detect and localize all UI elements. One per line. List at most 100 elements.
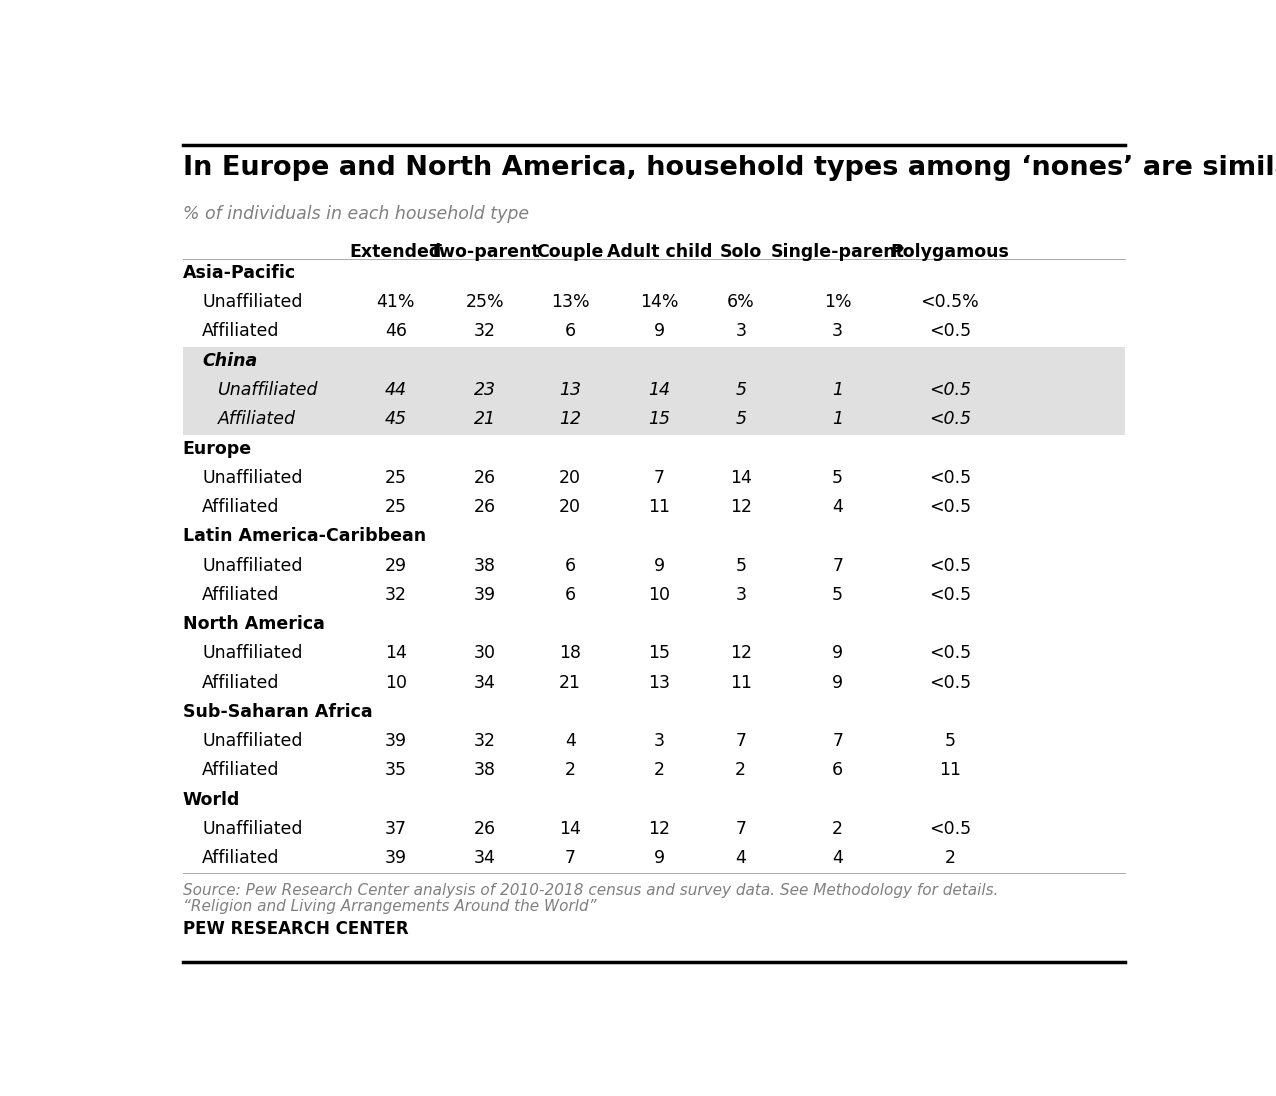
Text: 25%: 25% xyxy=(466,294,504,311)
Text: 29: 29 xyxy=(385,557,407,574)
Text: Unaffiliated: Unaffiliated xyxy=(202,732,302,750)
Text: <0.5: <0.5 xyxy=(929,586,971,604)
Text: Affiliated: Affiliated xyxy=(202,322,279,341)
Text: PEW RESEARCH CENTER: PEW RESEARCH CENTER xyxy=(182,921,408,938)
Text: 41%: 41% xyxy=(376,294,415,311)
Text: Unaffiliated: Unaffiliated xyxy=(202,820,302,838)
Text: 14: 14 xyxy=(648,381,670,399)
Text: 25: 25 xyxy=(385,469,407,487)
Text: 23: 23 xyxy=(473,381,496,399)
Text: 35: 35 xyxy=(385,762,407,779)
Text: Latin America-Caribbean: Latin America-Caribbean xyxy=(182,527,426,546)
Text: Affiliated: Affiliated xyxy=(202,674,279,692)
Text: 26: 26 xyxy=(473,498,496,516)
Text: 5: 5 xyxy=(735,381,746,399)
Text: 12: 12 xyxy=(730,644,752,662)
Text: 18: 18 xyxy=(559,644,582,662)
Text: <0.5: <0.5 xyxy=(929,674,971,692)
Text: 5: 5 xyxy=(832,469,843,487)
Text: 34: 34 xyxy=(475,674,496,692)
Text: <0.5: <0.5 xyxy=(929,381,971,399)
Text: 1: 1 xyxy=(832,381,843,399)
Text: 7: 7 xyxy=(653,469,665,487)
Text: In Europe and North America, household types among ‘nones’ are similar to others: In Europe and North America, household t… xyxy=(182,155,1276,181)
Text: <0.5: <0.5 xyxy=(929,410,971,429)
Text: 37: 37 xyxy=(385,820,407,838)
Text: 9: 9 xyxy=(653,849,665,867)
Text: Affiliated: Affiliated xyxy=(218,410,296,429)
Text: 7: 7 xyxy=(832,557,843,574)
Text: <0.5: <0.5 xyxy=(929,820,971,838)
Text: 3: 3 xyxy=(653,732,665,750)
Text: North America: North America xyxy=(182,615,324,633)
Text: 2: 2 xyxy=(565,762,575,779)
Text: 12: 12 xyxy=(559,410,582,429)
Text: 2: 2 xyxy=(653,762,665,779)
Text: 45: 45 xyxy=(385,410,407,429)
Text: 6: 6 xyxy=(565,322,575,341)
Text: Extended: Extended xyxy=(350,243,441,261)
Text: Europe: Europe xyxy=(182,439,251,457)
Text: Affiliated: Affiliated xyxy=(202,498,279,516)
Text: China: China xyxy=(202,352,258,369)
Text: 32: 32 xyxy=(473,732,496,750)
Text: 13%: 13% xyxy=(551,294,590,311)
Text: Solo: Solo xyxy=(720,243,762,261)
Text: Unaffiliated: Unaffiliated xyxy=(202,469,302,487)
Text: <0.5: <0.5 xyxy=(929,498,971,516)
Text: 12: 12 xyxy=(730,498,752,516)
Text: 5: 5 xyxy=(735,410,746,429)
Text: 4: 4 xyxy=(565,732,575,750)
Text: World: World xyxy=(182,790,240,809)
Text: 25: 25 xyxy=(385,498,407,516)
Text: Unaffiliated: Unaffiliated xyxy=(202,644,302,662)
Text: 6%: 6% xyxy=(727,294,754,311)
Text: 21: 21 xyxy=(473,410,496,429)
Text: Sub-Saharan Africa: Sub-Saharan Africa xyxy=(182,703,373,721)
Text: Unaffiliated: Unaffiliated xyxy=(202,557,302,574)
Text: Adult child: Adult child xyxy=(606,243,712,261)
Text: 6: 6 xyxy=(832,762,843,779)
Text: 7: 7 xyxy=(565,849,575,867)
Text: 2: 2 xyxy=(735,762,746,779)
Text: 13: 13 xyxy=(559,381,582,399)
Text: “Religion and Living Arrangements Around the World”: “Religion and Living Arrangements Around… xyxy=(182,899,596,914)
Text: 3: 3 xyxy=(735,586,746,604)
Text: 7: 7 xyxy=(735,820,746,838)
Text: 9: 9 xyxy=(653,557,665,574)
Text: 4: 4 xyxy=(735,849,746,867)
Text: 1: 1 xyxy=(832,410,843,429)
Text: 46: 46 xyxy=(385,322,407,341)
Text: 5: 5 xyxy=(944,732,956,750)
Text: 9: 9 xyxy=(832,644,843,662)
Text: 11: 11 xyxy=(648,498,670,516)
Text: <0.5: <0.5 xyxy=(929,469,971,487)
Text: 14%: 14% xyxy=(641,294,679,311)
Text: 39: 39 xyxy=(385,732,407,750)
Text: 9: 9 xyxy=(653,322,665,341)
Text: 34: 34 xyxy=(475,849,496,867)
Text: 20: 20 xyxy=(559,469,582,487)
Text: 6: 6 xyxy=(565,557,575,574)
Text: Unaffiliated: Unaffiliated xyxy=(218,381,318,399)
Text: 3: 3 xyxy=(735,322,746,341)
Text: 38: 38 xyxy=(473,557,496,574)
Text: Couple: Couple xyxy=(537,243,604,261)
Text: 14: 14 xyxy=(730,469,752,487)
Text: 10: 10 xyxy=(648,586,670,604)
Text: 2: 2 xyxy=(832,820,843,838)
Text: <0.5: <0.5 xyxy=(929,557,971,574)
Text: 4: 4 xyxy=(832,849,843,867)
Text: Affiliated: Affiliated xyxy=(202,849,279,867)
Text: 4: 4 xyxy=(832,498,843,516)
Text: 26: 26 xyxy=(473,469,496,487)
Text: 30: 30 xyxy=(473,644,496,662)
Text: 15: 15 xyxy=(648,644,670,662)
Text: Affiliated: Affiliated xyxy=(202,762,279,779)
Text: Polygamous: Polygamous xyxy=(891,243,1009,261)
Text: Single-parent: Single-parent xyxy=(771,243,905,261)
Text: Asia-Pacific: Asia-Pacific xyxy=(182,264,296,282)
Text: 13: 13 xyxy=(648,674,670,692)
Text: 32: 32 xyxy=(473,322,496,341)
Text: 38: 38 xyxy=(473,762,496,779)
